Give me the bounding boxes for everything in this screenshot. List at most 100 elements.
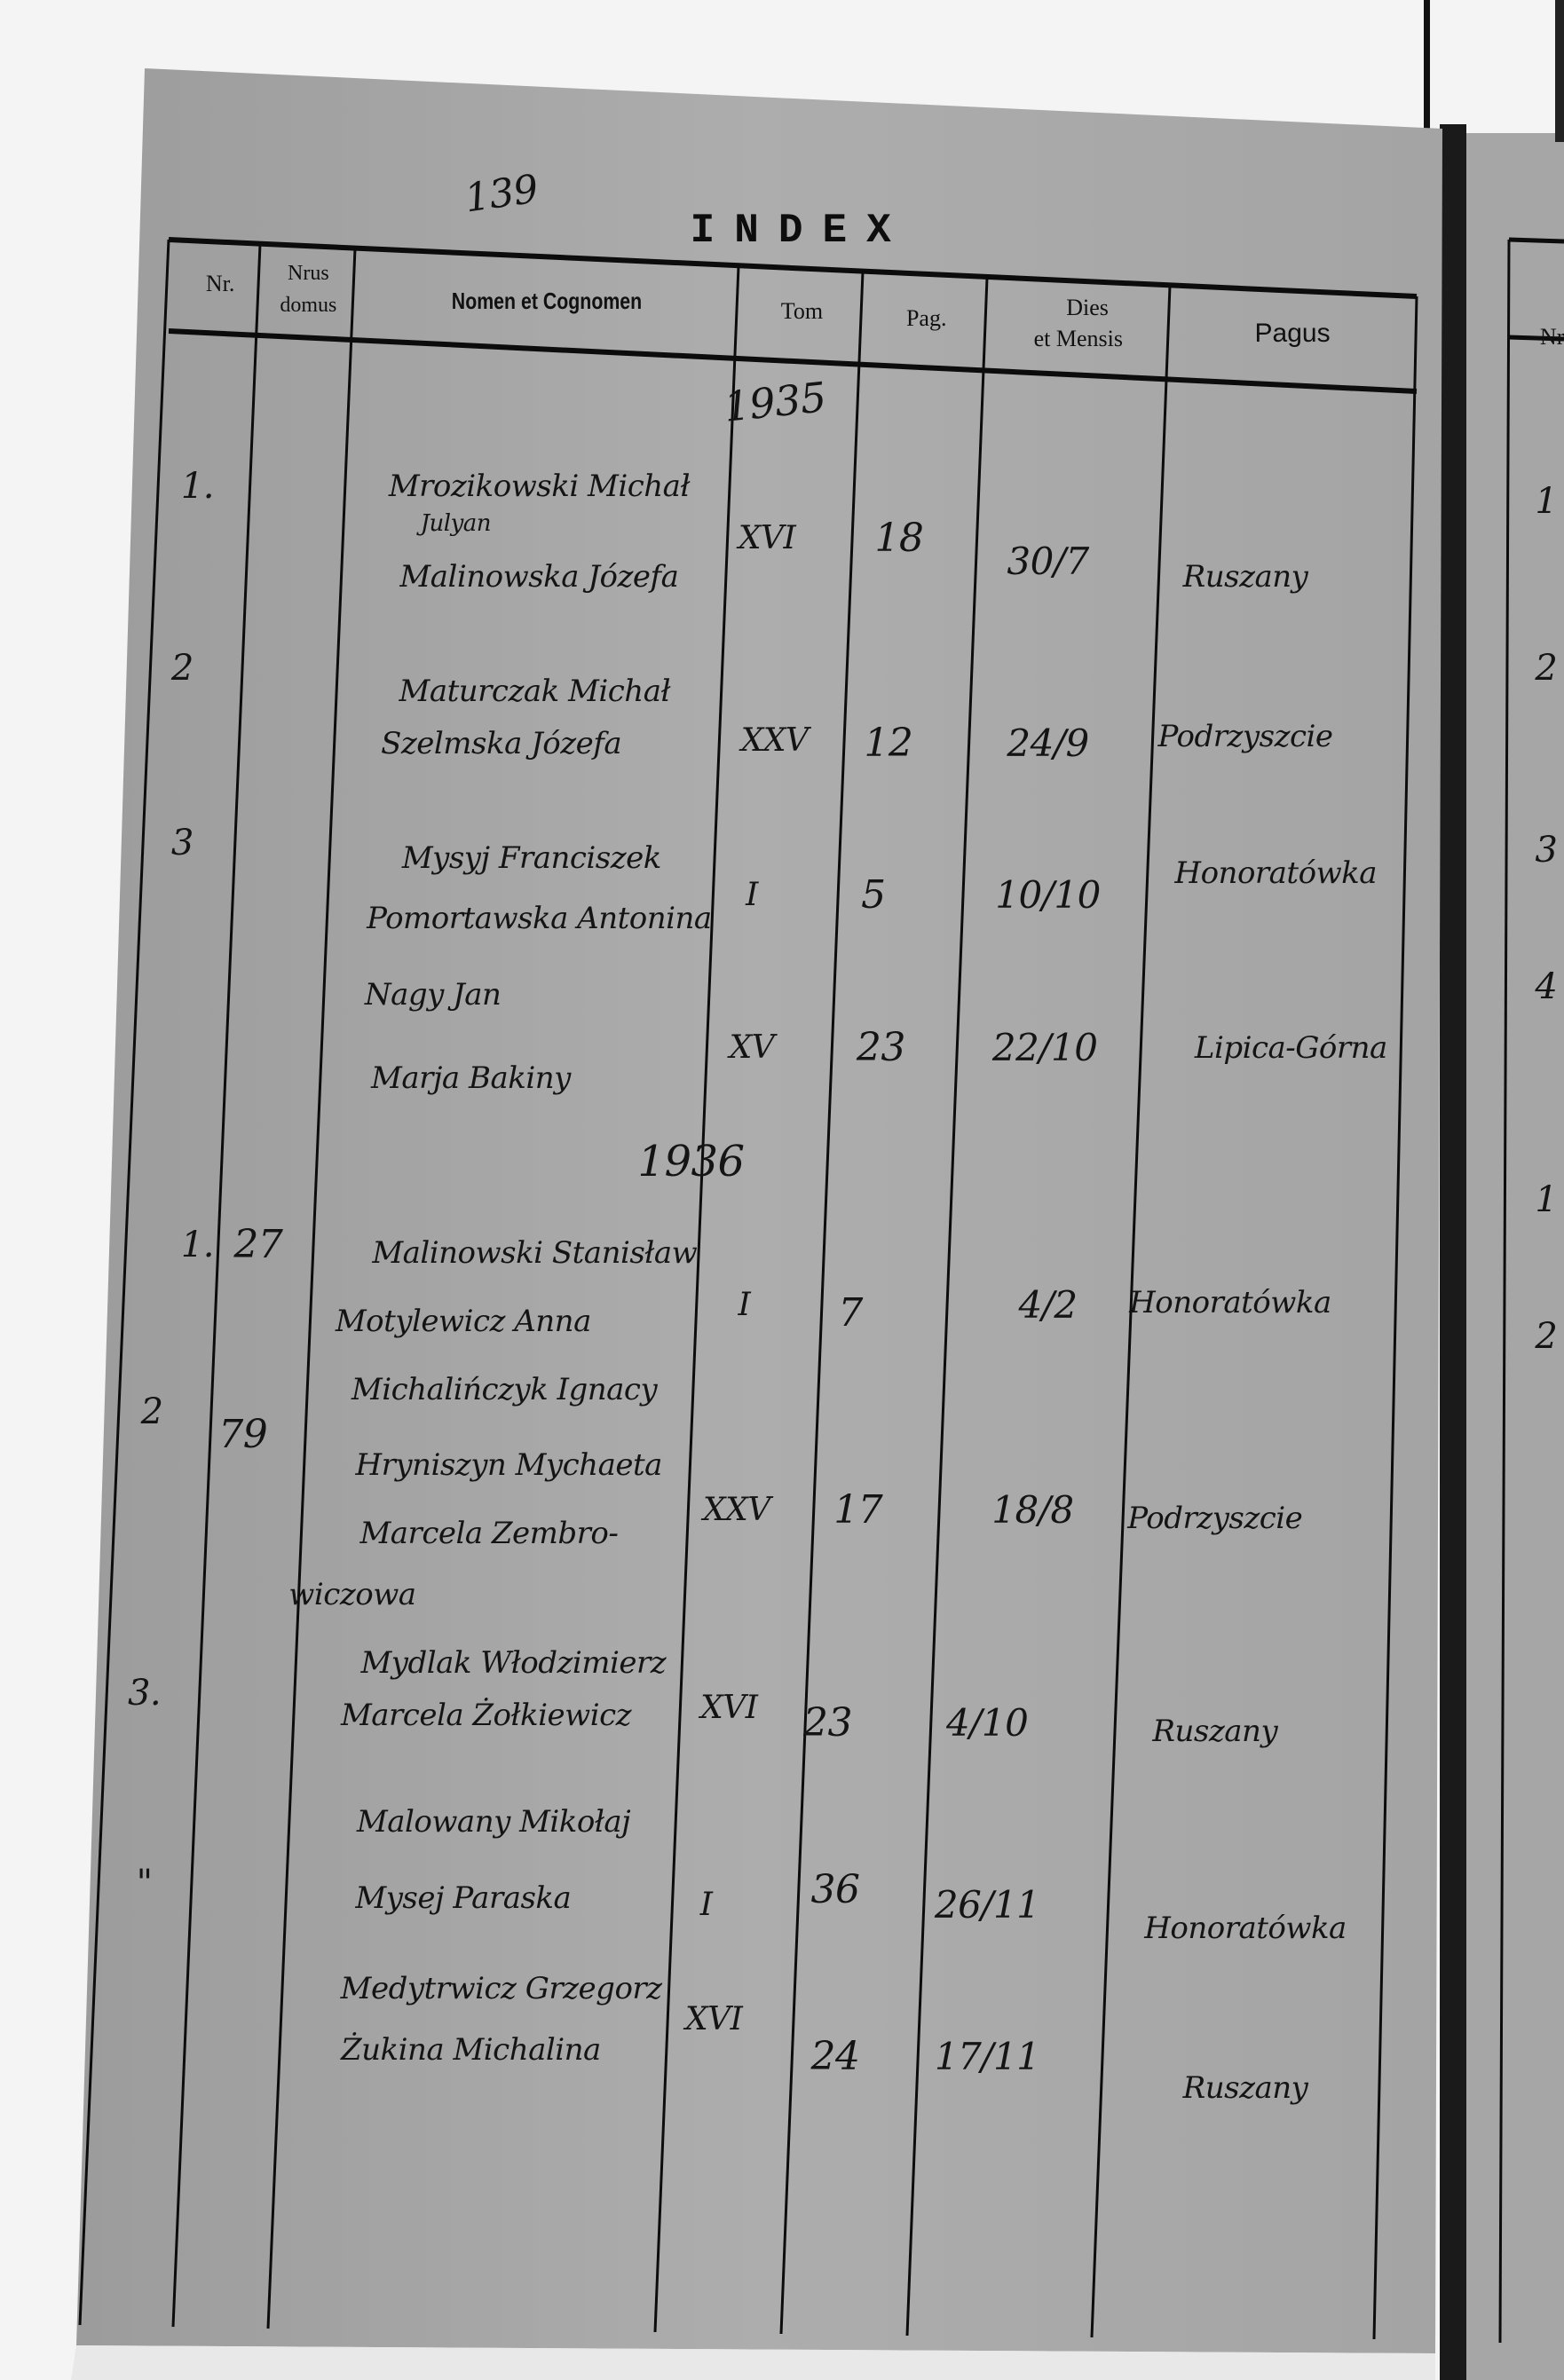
next-page-entry-nr: 2 bbox=[1535, 647, 1558, 689]
spine-line bbox=[1424, 0, 1430, 133]
next-page-entry-nr: 1 bbox=[1535, 480, 1558, 522]
1936-entry-dies-mensis: 26/11 bbox=[934, 1883, 1040, 1927]
1936-entry-name: Motylewicz Anna bbox=[335, 1303, 592, 1339]
next-page-entry-nr: 3 bbox=[1535, 830, 1558, 871]
1935-entry-name: Mrozikowski Michał bbox=[388, 468, 691, 504]
year-1936: 1936 bbox=[637, 1136, 745, 1186]
1935-entry-tom: XXV bbox=[740, 721, 809, 759]
header-domus: domus bbox=[280, 293, 337, 317]
1935-entry-pag: 5 bbox=[861, 872, 886, 918]
1935-entry-name: Marja Bakiny bbox=[371, 1060, 571, 1096]
column-divider-tom bbox=[779, 271, 865, 2335]
binding-gap bbox=[1440, 124, 1466, 2380]
1936-entry-pagus: Honoratówka bbox=[1129, 1285, 1331, 1321]
1936-entry-name: Żukina Michalina bbox=[341, 2031, 601, 2068]
next-page-entry-nr: 4 bbox=[1535, 966, 1558, 1008]
handwritten-page-number: 139 bbox=[462, 166, 541, 222]
next-page-header-top-rule bbox=[1508, 237, 1564, 244]
1936-entry-pagus: Honoratówka bbox=[1144, 1910, 1347, 1946]
1935-entry-name: Malinowska Józefa bbox=[399, 559, 679, 595]
1935-entry-nr: 2 bbox=[170, 647, 194, 689]
1936-entry-tom: XVI bbox=[700, 1689, 758, 1726]
1936-entry-tom: I bbox=[699, 1887, 713, 1924]
1936-entry-nr: " bbox=[136, 1862, 153, 1903]
1935-entry-pag: 18 bbox=[874, 516, 924, 562]
1936-entry-name: Marcela Zembro- bbox=[359, 1516, 619, 1552]
header-bottom-rule bbox=[168, 328, 1418, 394]
1936-entry-name: Marcela Żołkiewicz bbox=[340, 1698, 632, 1734]
page-title: INDEX bbox=[690, 208, 911, 255]
table-left-border bbox=[78, 239, 170, 2326]
year-1935: 1935 bbox=[721, 373, 828, 432]
1935-entry-pagus: Podrzyszcie bbox=[1157, 718, 1334, 754]
1935-entry-pagus: Honoratówka bbox=[1174, 855, 1378, 891]
1936-entry-pagus: Podrzyszcie bbox=[1127, 1501, 1303, 1536]
1935-entry-tom: XV bbox=[729, 1028, 775, 1066]
1936-entry-tom: XXV bbox=[702, 1492, 770, 1529]
column-divider-pag bbox=[905, 277, 989, 2337]
header-nrus: Nrus bbox=[287, 261, 329, 285]
1935-entry-name: Mysyj Franciszek bbox=[401, 839, 662, 876]
1936-entry-pag: 23 bbox=[802, 1699, 853, 1746]
1936-entry-nr: 2 bbox=[140, 1391, 163, 1433]
1936-entry-tom: I bbox=[738, 1287, 751, 1324]
1935-entry-name: Nagy Jan bbox=[364, 976, 502, 1013]
next-page-column-line bbox=[1498, 239, 1511, 2344]
1936-entry-nr: 3. bbox=[127, 1672, 162, 1714]
1936-entry-name: Michalińczyk Ignacy bbox=[351, 1371, 658, 1407]
1935-entry-tom: I bbox=[746, 877, 758, 914]
1936-entry-name: Medytrwicz Grzegorz bbox=[340, 1971, 662, 2007]
1935-entry-pag: 23 bbox=[856, 1024, 906, 1070]
1935-entry-nr: 3 bbox=[170, 822, 194, 863]
page-bottom-shadow bbox=[71, 2345, 1435, 2380]
1936-entry-name: Malinowski Stanisław bbox=[372, 1234, 698, 1271]
header-top-rule bbox=[168, 237, 1418, 299]
1935-entry-name: Szelmska Józefa bbox=[381, 726, 622, 762]
1936-entry-dies-mensis: 17/11 bbox=[934, 2035, 1040, 2079]
1936-entry-pag: 7 bbox=[838, 1290, 863, 1336]
header-et-mensis: et Mensis bbox=[1033, 325, 1123, 351]
1936-entry-name: wiczowa bbox=[288, 1576, 416, 1612]
column-divider-dies bbox=[1090, 285, 1172, 2338]
1936-entry-nrus-domus: 79 bbox=[218, 1411, 268, 1457]
1936-entry-nr: 1. bbox=[180, 1225, 215, 1266]
1935-entry-dies-mensis: 30/7 bbox=[1007, 540, 1089, 584]
1936-entry-dies-mensis: 4/2 bbox=[1018, 1283, 1078, 1328]
header-nomen-et-cognomen: Nomen et Cognomen bbox=[451, 287, 643, 314]
next-page-entry-nr: 2 bbox=[1535, 1315, 1558, 1357]
1936-entry-dies-mensis: 18/8 bbox=[991, 1488, 1074, 1533]
1936-entry-name: Hryniszyn Mychaeta bbox=[355, 1447, 662, 1484]
1935-entry-dies-mensis: 22/10 bbox=[991, 1025, 1098, 1069]
header-dies: Dies bbox=[1066, 295, 1109, 321]
1935-entry-name: Julyan bbox=[420, 510, 492, 538]
1935-entry-pagus: Lipica-Górna bbox=[1194, 1029, 1387, 1066]
header-pag: Pag. bbox=[905, 305, 947, 332]
1936-entry-pag: 36 bbox=[810, 1867, 861, 1913]
1936-entry-pagus: Ruszany bbox=[1152, 1713, 1278, 1749]
1935-entry-tom: XVI bbox=[738, 520, 796, 557]
1936-entry-tom: XVI bbox=[684, 2000, 743, 2037]
header-nr: Nr. bbox=[205, 270, 235, 296]
1936-entry-name: Mysej Paraska bbox=[355, 1880, 572, 1916]
1936-entry-name: Malowany Mikołaj bbox=[356, 1804, 631, 1840]
column-divider-nr bbox=[171, 243, 262, 2328]
column-divider-nrus bbox=[266, 248, 357, 2329]
top-right-edge bbox=[1555, 0, 1564, 142]
next-page-entry-nr: 1 bbox=[1535, 1178, 1558, 1220]
next-page-header-nr: Nr bbox=[1539, 323, 1564, 350]
1935-entry-pagus: Ruszany bbox=[1182, 559, 1308, 595]
1936-entry-nrus-domus: 27 bbox=[233, 1222, 283, 1268]
table-right-border bbox=[1372, 296, 1418, 2340]
1935-entry-dies-mensis: 24/9 bbox=[1007, 721, 1089, 766]
1935-entry-pag: 12 bbox=[864, 721, 913, 767]
column-divider-nomen bbox=[653, 265, 740, 2333]
1936-entry-dies-mensis: 4/10 bbox=[945, 1700, 1029, 1745]
header-tom: Tom bbox=[780, 297, 824, 324]
1936-entry-name: Mydlak Włodzimierz bbox=[360, 1644, 667, 1681]
1936-entry-pag: 17 bbox=[833, 1487, 883, 1533]
1936-entry-pag: 24 bbox=[810, 2034, 861, 2080]
next-page-fragment bbox=[1465, 133, 1564, 2380]
1935-entry-name: Pomortawska Antonina bbox=[367, 901, 712, 937]
